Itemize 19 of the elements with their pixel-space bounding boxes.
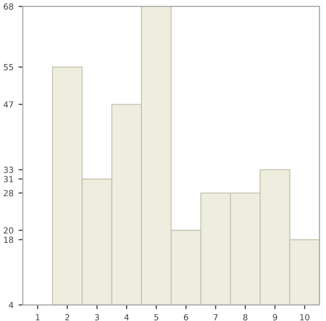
y-tick-label: 55 <box>4 64 14 70</box>
y-tick-label: 18 <box>4 236 14 243</box>
y-tick-label: 4 <box>8 302 14 308</box>
y-tick-label: 68 <box>4 3 14 10</box>
y-tick-label: 28 <box>4 190 14 196</box>
x-tick-label: 1 <box>36 314 40 320</box>
x-tick-label: 9 <box>272 314 278 320</box>
x-tick-label: 5 <box>154 314 158 320</box>
x-tick-label: 3 <box>94 314 99 320</box>
y-tick-label: 31 <box>4 176 14 182</box>
y-tick-label: 20 <box>4 227 14 234</box>
x-tick-label: 7 <box>214 314 218 320</box>
y-tick-label: 33 <box>4 166 14 173</box>
x-tick-label: 2 <box>65 314 70 320</box>
x-tick-label: 8 <box>243 314 248 320</box>
x-tick-label: 6 <box>184 314 188 320</box>
x-tick-label: 10 <box>300 314 310 320</box>
y-tick-label: 47 <box>4 101 14 108</box>
x-tick-label: 4 <box>124 314 129 320</box>
